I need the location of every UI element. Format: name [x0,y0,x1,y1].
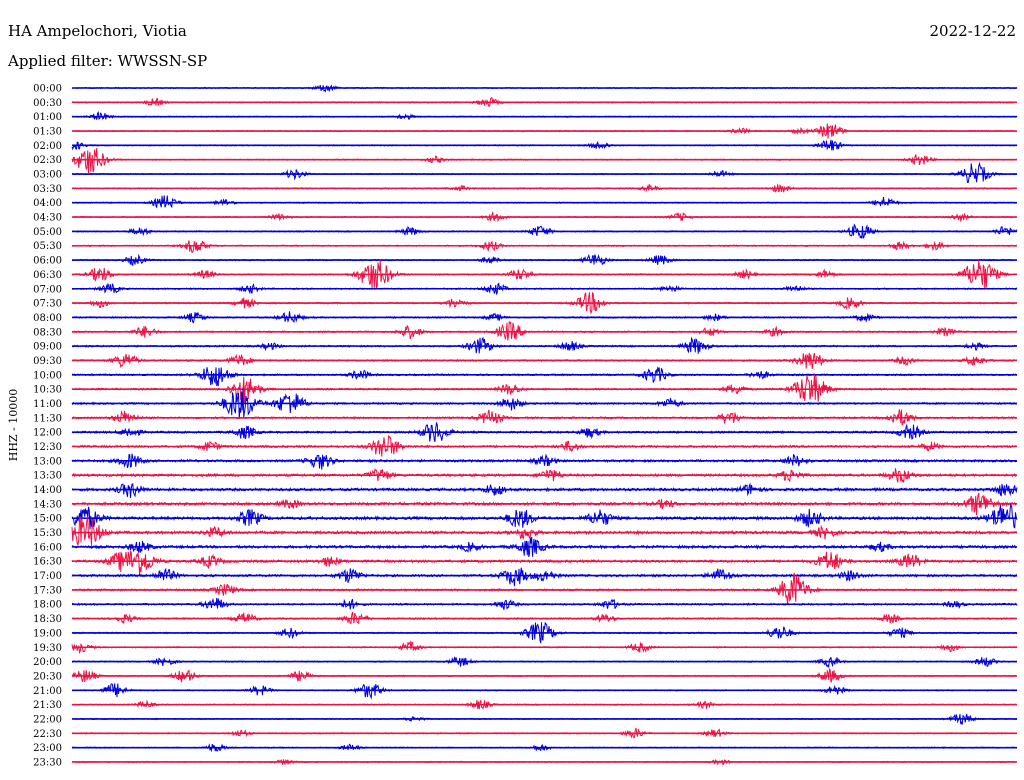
time-tick-0130: 01:30 [33,127,62,138]
seismic-traces [71,84,1018,766]
time-tick-0800: 08:00 [33,313,62,324]
time-tick-labels: 00:00 00:30 01:00 01:30 02:00 02:30 03:00 03:30… [33,84,62,769]
time-tick-2000: 20:00 [33,657,62,668]
trace-line-1730 [71,572,1018,606]
trace-line-1500 [71,503,1018,530]
time-tick-0700: 07:00 [33,284,62,295]
time-tick-1830: 18:30 [33,614,62,625]
time-tick-0730: 07:30 [33,299,62,310]
time-tick-0030: 00:30 [33,98,62,109]
time-tick-1130: 11:30 [33,413,62,424]
trace-line-0400 [71,195,1018,209]
time-tick-0000: 00:00 [33,84,62,95]
trace-line-1000 [71,367,1018,387]
time-tick-1330: 13:30 [33,471,62,482]
time-tick-1430: 14:30 [33,499,62,510]
time-tick-1300: 13:00 [33,456,62,467]
time-tick-1230: 12:30 [33,442,62,453]
trace-line-1430 [71,492,1018,516]
time-tick-0400: 04:00 [33,198,62,209]
time-tick-0200: 02:00 [33,141,62,152]
time-tick-1800: 18:00 [33,600,62,611]
trace-line-0230 [71,147,1018,174]
time-tick-1600: 16:00 [33,542,62,553]
time-tick-0230: 02:30 [33,155,62,166]
time-tick-2100: 21:00 [33,686,62,697]
station-title: HA Ampelochori, Viotia [8,22,187,40]
time-tick-0830: 08:30 [33,327,62,338]
time-tick-1100: 11:00 [33,399,62,410]
time-tick-1930: 19:30 [33,643,62,654]
time-tick-2230: 22:30 [33,729,62,740]
time-tick-1500: 15:00 [33,514,62,525]
time-tick-1530: 15:30 [33,528,62,539]
trace-line-1400 [71,482,1018,498]
trace-line-1830 [71,611,1018,625]
time-tick-0900: 09:00 [33,342,62,353]
time-tick-1900: 19:00 [33,628,62,639]
trace-line-1700 [71,567,1018,587]
time-tick-0630: 06:30 [33,270,62,281]
time-tick-0100: 01:00 [33,112,62,123]
time-tick-0930: 09:30 [33,356,62,367]
time-tick-1200: 12:00 [33,428,62,439]
y-axis-label: HHZ - 10000 [7,389,20,462]
time-tick-0600: 06:00 [33,256,62,267]
time-tick-2330: 23:30 [33,757,62,768]
time-tick-1730: 17:30 [33,585,62,596]
trace-line-1530 [71,516,1018,547]
time-tick-0500: 05:00 [33,227,62,238]
time-tick-1630: 16:30 [33,557,62,568]
time-tick-0330: 03:30 [33,184,62,195]
time-tick-2200: 22:00 [33,714,62,725]
time-tick-1000: 10:00 [33,370,62,381]
date-label: 2022-12-22 [930,22,1016,40]
time-tick-2130: 21:30 [33,700,62,711]
trace-line-1630 [71,550,1018,575]
time-tick-1400: 14:00 [33,485,62,496]
time-tick-1030: 10:30 [33,385,62,396]
trace-line-0300 [71,161,1018,183]
filter-label: Applied filter: WWSSN-SP [7,52,207,70]
time-tick-0430: 04:30 [33,213,62,224]
time-tick-1700: 17:00 [33,571,62,582]
time-tick-0300: 03:00 [33,170,62,181]
time-tick-2300: 23:00 [33,743,62,754]
time-tick-0530: 05:30 [33,241,62,252]
time-tick-2030: 20:30 [33,671,62,682]
